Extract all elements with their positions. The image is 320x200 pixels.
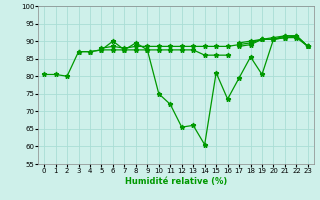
X-axis label: Humidité relative (%): Humidité relative (%) <box>125 177 227 186</box>
